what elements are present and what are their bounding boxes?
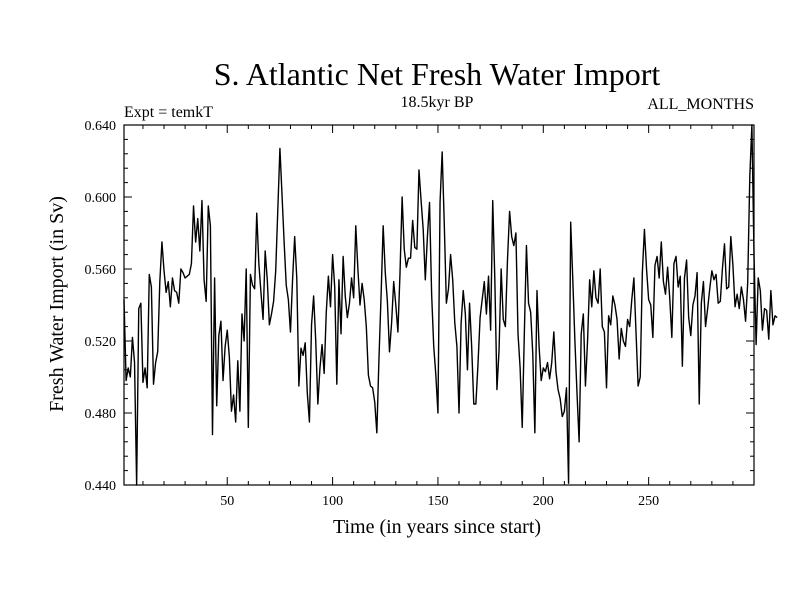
x-axis-label: Time (in years since start)	[333, 516, 541, 538]
x-tick-label: 250	[638, 494, 659, 509]
y-tick-label: 0.600	[85, 191, 117, 206]
y-tick-label: 0.520	[85, 335, 117, 350]
y-tick-label: 0.560	[85, 263, 117, 278]
x-tick-label: 150	[427, 494, 448, 509]
y-tick-label: 0.440	[85, 479, 117, 494]
experiment-label: Expt = temkT	[124, 104, 213, 121]
y-axis-label: Fresh Water Import (in Sv)	[46, 196, 68, 412]
x-tick-label: 100	[322, 494, 343, 509]
x-tick-label: 50	[220, 494, 234, 509]
y-tick-label: 0.480	[85, 407, 117, 422]
axis-tick-labels: 50 100 150 200 250 0.440 0.480 0.520 0.560 0.600 0…	[85, 119, 660, 509]
months-label: ALL_MONTHS	[647, 96, 754, 113]
series-line	[123, 124, 778, 486]
chart-title: S. Atlantic Net Fresh Water Import	[214, 56, 661, 92]
y-tick-label: 0.640	[85, 119, 117, 134]
plot-frame	[123, 124, 755, 486]
x-tick-label: 200	[533, 494, 554, 509]
chart-subtitle: 18.5kyr BP	[401, 94, 474, 111]
